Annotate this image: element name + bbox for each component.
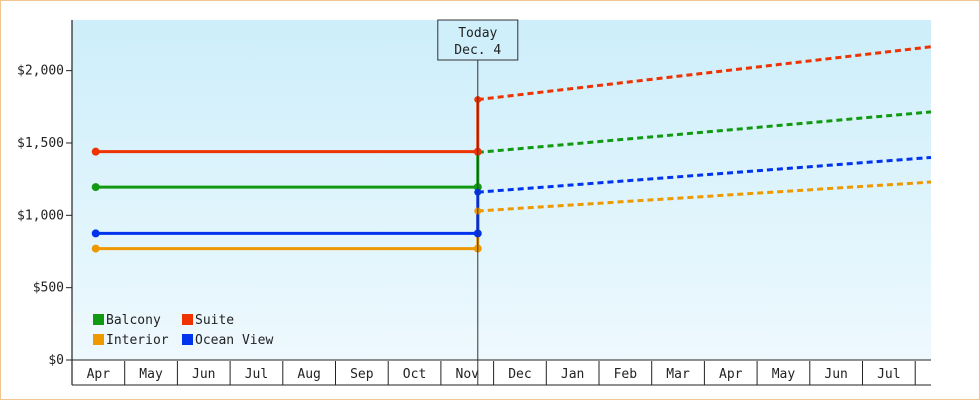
x-tick-label: Apr [87, 367, 111, 382]
x-tick-label: Aug [297, 367, 320, 382]
x-tick-label: Dec [508, 367, 531, 382]
interior-forecast-line [477, 180, 932, 213]
balcony-point [91, 183, 100, 192]
x-tick-label: Sep [350, 367, 374, 382]
x-tick-label: Jun [192, 367, 215, 382]
balcony-forecast-line [477, 110, 932, 154]
today-box [437, 19, 519, 61]
y-tick-label: $1,000 [17, 208, 64, 223]
x-tick-label: Jun [824, 367, 847, 382]
x-tick-label: Apr [719, 367, 743, 382]
x-tick-label: Jul [877, 367, 900, 382]
x-tick-label: Jul [245, 367, 268, 382]
suite-point [91, 147, 100, 156]
legend-swatch-interior [93, 334, 104, 345]
legend-swatch-ocean-view [182, 334, 193, 345]
today-label: Today [458, 26, 497, 41]
suite-forecast-line [477, 45, 932, 102]
legend-swatch-suite [182, 314, 193, 325]
legend-label-balcony: Balcony [106, 313, 161, 328]
y-tick-label: $0 [48, 353, 64, 368]
x-tick-label: Oct [403, 367, 426, 382]
y-tick-label: $2,000 [17, 64, 64, 79]
legend-label-suite: Suite [195, 313, 234, 328]
y-tick-label: $1,500 [17, 136, 64, 151]
x-tick-label: May [772, 367, 796, 382]
x-tick-label: Mar [666, 367, 690, 382]
y-tick-label: $500 [33, 281, 64, 296]
x-tick-label: Nov [456, 367, 480, 382]
x-tick-label: Feb [614, 367, 638, 382]
x-tick-label: Jan [561, 367, 584, 382]
legend-label-ocean-view: Ocean View [195, 333, 273, 348]
interior-point [91, 244, 100, 253]
x-tick-label: May [139, 367, 163, 382]
legend-label-interior: Interior [106, 333, 169, 348]
ocean-view-forecast-line [477, 155, 932, 194]
ocean-view-point [91, 229, 100, 238]
legend-swatch-balcony [93, 314, 104, 325]
today-date: Dec. 4 [454, 43, 501, 58]
